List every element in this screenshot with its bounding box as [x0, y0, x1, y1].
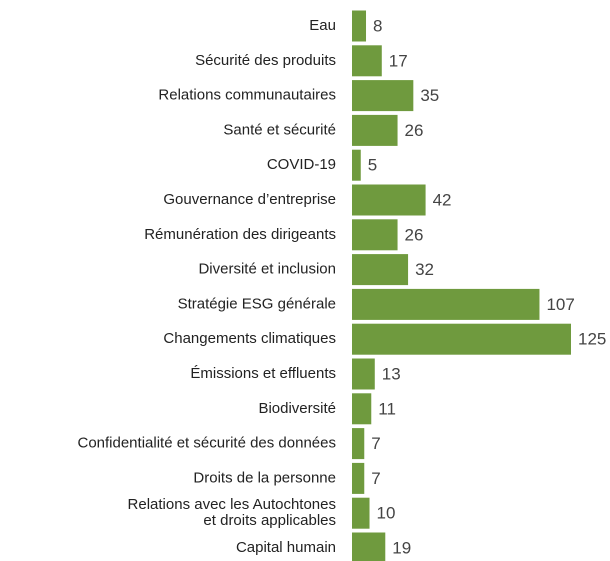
bar [352, 428, 365, 460]
bar [352, 219, 398, 251]
bar [352, 288, 540, 320]
value-label: 10 [377, 504, 396, 523]
value-label: 125 [578, 330, 606, 349]
value-label: 5 [368, 156, 377, 175]
category-label: Rémunération des dirigeants [144, 226, 336, 243]
category-label: Gouvernance d’entreprise [163, 191, 336, 208]
category-label: Confidentialité et sécurité des données [77, 435, 336, 452]
value-label: 13 [382, 364, 401, 383]
bar [352, 393, 372, 425]
bar [352, 254, 409, 286]
category-label: Changements climatiques [163, 330, 336, 347]
value-label: 26 [405, 225, 424, 244]
value-label: 42 [433, 190, 452, 209]
bar [352, 10, 367, 42]
bar [352, 532, 386, 561]
value-label: 7 [371, 469, 380, 488]
category-label: Relations communautaires [158, 87, 336, 104]
value-label: 107 [546, 295, 574, 314]
category-label: Relations avec les Autochtones et droits … [128, 496, 336, 529]
bar [352, 114, 398, 146]
category-label: Émissions et effluents [190, 365, 336, 382]
bar [352, 323, 571, 355]
bar [352, 45, 382, 77]
value-label: 19 [392, 538, 411, 557]
bar [352, 80, 414, 112]
bar [352, 497, 370, 529]
value-label: 7 [371, 434, 380, 453]
category-label: Santé et sécurité [223, 121, 336, 138]
bar [352, 358, 375, 390]
bar [352, 462, 365, 494]
category-label: Sécurité des produits [195, 52, 336, 69]
category-label: Capital humain [236, 539, 336, 556]
category-label: COVID-19 [267, 156, 336, 173]
bar [352, 184, 426, 216]
category-label: Droits de la personne [193, 469, 336, 486]
value-label: 26 [405, 121, 424, 140]
category-label: Biodiversité [258, 400, 336, 417]
value-label: 8 [373, 16, 382, 35]
category-label: Eau [309, 17, 336, 34]
category-label: Stratégie ESG générale [178, 295, 336, 312]
value-label: 32 [415, 260, 434, 279]
value-label: 17 [389, 51, 408, 70]
bar [352, 149, 361, 181]
category-label: Diversité et inclusion [198, 261, 336, 278]
value-label: 11 [378, 399, 396, 418]
value-label: 35 [420, 86, 439, 105]
